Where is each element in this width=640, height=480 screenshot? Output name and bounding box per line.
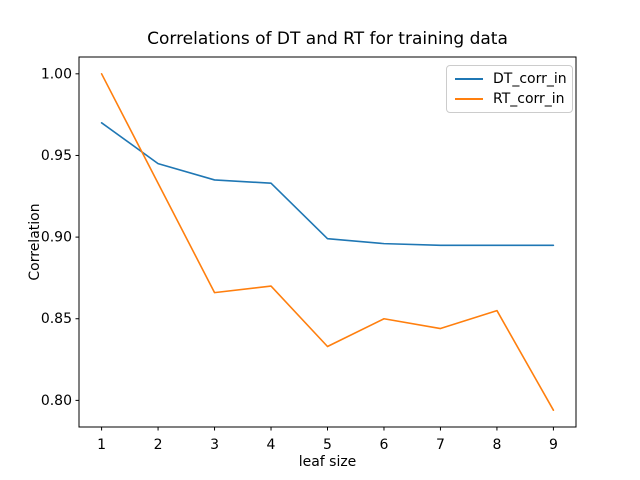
legend-line-swatch <box>455 98 483 100</box>
x-tick-label: 7 <box>436 437 445 453</box>
y-tick-label: 1.00 <box>41 66 72 82</box>
legend-label: DT_corr_in <box>493 71 567 87</box>
x-tick-label: 5 <box>323 437 332 453</box>
x-axis-label: leaf size <box>298 454 357 470</box>
x-tick-label: 4 <box>267 437 276 453</box>
y-tick-label: 0.80 <box>41 393 72 409</box>
x-tick-label: 3 <box>210 437 219 453</box>
series-line-RT_corr_in <box>100 73 555 411</box>
x-tick-label: 1 <box>97 437 106 453</box>
y-tick-label: 0.90 <box>41 230 72 246</box>
x-tick-label: 9 <box>549 437 558 453</box>
y-tick-label: 0.95 <box>41 148 72 164</box>
legend-item: DT_corr_in <box>455 69 568 89</box>
series-line-DT_corr_in <box>100 122 555 247</box>
x-tick-label: 8 <box>492 437 501 453</box>
legend: DT_corr_in RT_corr_in <box>446 65 573 113</box>
chart-title: Correlations of DT and RT for training d… <box>147 29 508 49</box>
legend-line-swatch <box>455 78 483 80</box>
x-tick-label: 2 <box>154 437 163 453</box>
y-tick-label: 0.85 <box>41 311 72 327</box>
x-tick-label: 6 <box>380 437 389 453</box>
legend-label: RT_corr_in <box>493 91 565 107</box>
legend-item: RT_corr_in <box>455 89 568 109</box>
